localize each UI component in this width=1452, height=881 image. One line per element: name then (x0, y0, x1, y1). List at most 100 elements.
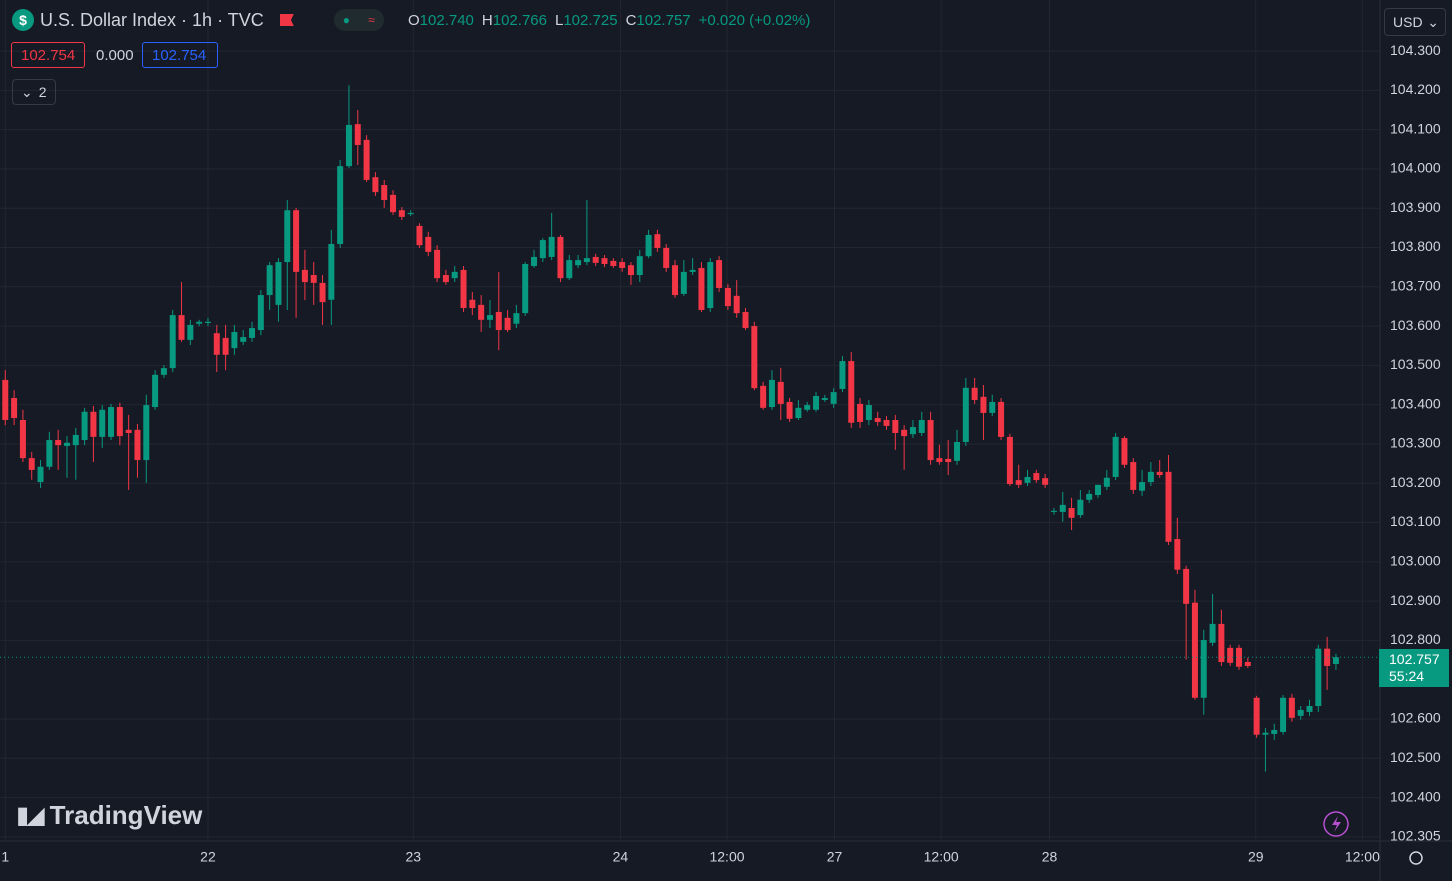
candle-body (1165, 471, 1172, 542)
candle-body (1015, 480, 1022, 485)
axis-labels: 104.300 104.200 104.100 104.000 103.900 103.8… (1, 42, 1440, 865)
candle-body (99, 409, 106, 437)
y-tick-label: 103.500 (1390, 356, 1441, 372)
candle-body (222, 337, 229, 355)
candle-body (116, 407, 123, 437)
brand[interactable]: ▮◢ TradingView (16, 800, 202, 831)
candle-body (152, 374, 159, 408)
spread: 0.000 (96, 46, 134, 64)
indicator-count: 2 (38, 84, 47, 100)
candle-body (1086, 493, 1093, 500)
candle-body (301, 269, 308, 283)
candle-body (28, 458, 35, 470)
candle-body (407, 212, 414, 215)
y-tick-label: 104.000 (1390, 160, 1441, 176)
y-tick-label: 102.500 (1390, 749, 1441, 765)
candle-body (390, 194, 397, 213)
price-axis (1380, 0, 1452, 881)
candle-body (240, 337, 247, 342)
candle-body (680, 271, 687, 294)
candle-body (249, 328, 256, 338)
candle-body (1306, 706, 1313, 712)
candle-body (777, 381, 784, 404)
y-tick-label: 103.100 (1390, 513, 1441, 529)
candle-body (187, 324, 194, 340)
candle-body (962, 387, 969, 443)
candle-body (1006, 436, 1013, 485)
settings-icon[interactable] (1409, 851, 1423, 865)
candle-body (37, 466, 44, 483)
candle-body (169, 315, 176, 369)
candle-body (319, 282, 326, 303)
candle-body (918, 420, 925, 433)
candle-body (1042, 478, 1049, 485)
ohlc-legend: O 102.740 H 102.766 L 102.725 C 102.757 +0.020 (… (400, 12, 810, 29)
candle-body (742, 311, 749, 329)
candle-body (733, 295, 740, 314)
candle-body (698, 267, 705, 310)
candle-body (1315, 648, 1322, 707)
y-tick-label: 103.800 (1390, 238, 1441, 254)
ohlc-key: O (408, 12, 420, 29)
x-tick-label: 24 (613, 849, 629, 865)
candle-body (1024, 476, 1031, 483)
candle-body (204, 321, 211, 323)
candle-body (980, 396, 987, 413)
candle-body (345, 124, 352, 167)
candle-body (1112, 436, 1119, 477)
candle-body (2, 379, 9, 420)
candle-body (46, 440, 53, 467)
candle-body (760, 385, 767, 408)
candle-body (663, 247, 670, 268)
ask-box[interactable]: 102.754 (142, 42, 218, 68)
chevron: ⌄ (1427, 13, 1439, 30)
candle-body (213, 333, 220, 355)
candle-body (592, 256, 599, 263)
indicators-toggle[interactable]: ⌄ 2 (12, 79, 56, 105)
y-tick-label: 103.700 (1390, 278, 1441, 294)
candle-body (486, 315, 493, 320)
x-tick-label: 28 (1042, 849, 1058, 865)
candle-body (645, 234, 652, 257)
currency-select[interactable]: USD ⌄ (1384, 8, 1446, 36)
y-tick-label: 102.400 (1390, 788, 1441, 804)
ohlc-value: 102.725 (563, 12, 618, 29)
candle-body (1121, 438, 1128, 465)
candle-body (601, 258, 608, 265)
candle-body (266, 265, 273, 296)
candle-body (372, 177, 379, 193)
candle-body (716, 260, 723, 288)
flag[interactable] (279, 14, 294, 26)
candle-body (363, 139, 370, 180)
candle-body (971, 387, 978, 400)
y-tick-label: 104.300 (1390, 42, 1441, 58)
candle-body (1174, 539, 1181, 570)
candle-body (1280, 697, 1287, 732)
candle-body (557, 236, 564, 279)
candle-body (160, 368, 167, 375)
candle-body (539, 240, 546, 259)
x-tick-label: 22 (200, 849, 216, 865)
candle-body (257, 295, 264, 331)
currency: USD (1393, 14, 1423, 30)
y-tick-label: 103.000 (1390, 553, 1441, 569)
candle-body (1262, 732, 1269, 735)
status-pill[interactable]: ● ≈ (333, 9, 384, 31)
candle-body (522, 264, 529, 314)
candle-body (583, 258, 590, 263)
candle-body (768, 379, 775, 408)
candle-body (231, 331, 238, 349)
candle-body (548, 236, 555, 257)
last-price: 102.757 (1389, 651, 1440, 668)
candle-body (451, 271, 458, 279)
bid-box[interactable]: 102.754 (11, 42, 86, 68)
alert-icon[interactable] (1323, 811, 1349, 837)
change: +0.020 (+0.02%) (698, 12, 811, 29)
candle-body (830, 392, 837, 404)
symbol-title[interactable]: $ U.S. Dollar Index · 1h · TVC ● ≈ (12, 9, 384, 31)
candle-body (1288, 697, 1295, 718)
candle-body (619, 262, 626, 268)
